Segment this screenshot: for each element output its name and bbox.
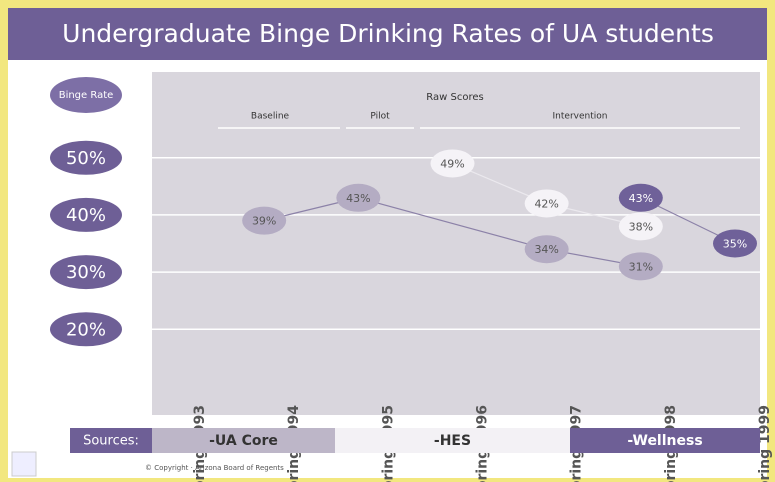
series-segment xyxy=(358,197,547,250)
legend-box xyxy=(570,428,760,453)
phase-label: Baseline xyxy=(251,112,290,122)
data-label: 39% xyxy=(252,215,276,228)
y-tick-label: 20% xyxy=(66,319,106,340)
y-tick-badge xyxy=(50,197,122,232)
data-label: 43% xyxy=(629,192,653,205)
data-point xyxy=(713,229,757,258)
legend-label: -HES xyxy=(434,433,471,449)
data-label: 43% xyxy=(346,192,370,205)
data-label: 35% xyxy=(723,238,747,251)
sources-label: Sources: xyxy=(83,434,139,449)
data-point xyxy=(242,206,287,235)
sources-box xyxy=(70,428,152,453)
legend-box xyxy=(152,428,335,453)
phase-label: Pilot xyxy=(370,112,390,122)
data-point xyxy=(524,235,569,264)
data-label: 38% xyxy=(629,220,653,233)
legend-box xyxy=(335,428,570,453)
data-point xyxy=(430,149,475,178)
y-axis-label: Binge Rate xyxy=(59,90,114,101)
data-point xyxy=(618,183,663,212)
chart-title: Undergraduate Binge Drinking Rates of UA… xyxy=(62,19,714,48)
y-tick-label: 30% xyxy=(66,262,106,283)
data-label: 31% xyxy=(629,260,653,273)
annotation: Raw Scores xyxy=(426,92,483,103)
y-tick-label: 40% xyxy=(66,205,106,226)
y-label-badge xyxy=(50,77,122,113)
y-tick-badge xyxy=(50,255,122,290)
legend-label: -UA Core xyxy=(209,433,278,449)
data-point xyxy=(618,212,663,241)
title-bar xyxy=(8,8,767,60)
phase-label: Intervention xyxy=(553,112,608,122)
data-point xyxy=(336,183,381,212)
x-tick-label: Spring 1999 xyxy=(757,405,773,482)
logo xyxy=(11,451,37,477)
copyright: © Copyright · Arizona Board of Regents xyxy=(145,464,284,472)
y-tick-badge xyxy=(50,312,122,347)
y-tick-label: 50% xyxy=(66,148,106,169)
data-label: 42% xyxy=(534,197,558,210)
legend-label: -Wellness xyxy=(627,433,702,449)
data-point xyxy=(524,189,569,218)
plot-area xyxy=(152,72,760,415)
data-point xyxy=(618,252,663,281)
y-tick-badge xyxy=(50,140,122,175)
data-label: 49% xyxy=(440,157,464,170)
data-label: 34% xyxy=(534,243,558,256)
